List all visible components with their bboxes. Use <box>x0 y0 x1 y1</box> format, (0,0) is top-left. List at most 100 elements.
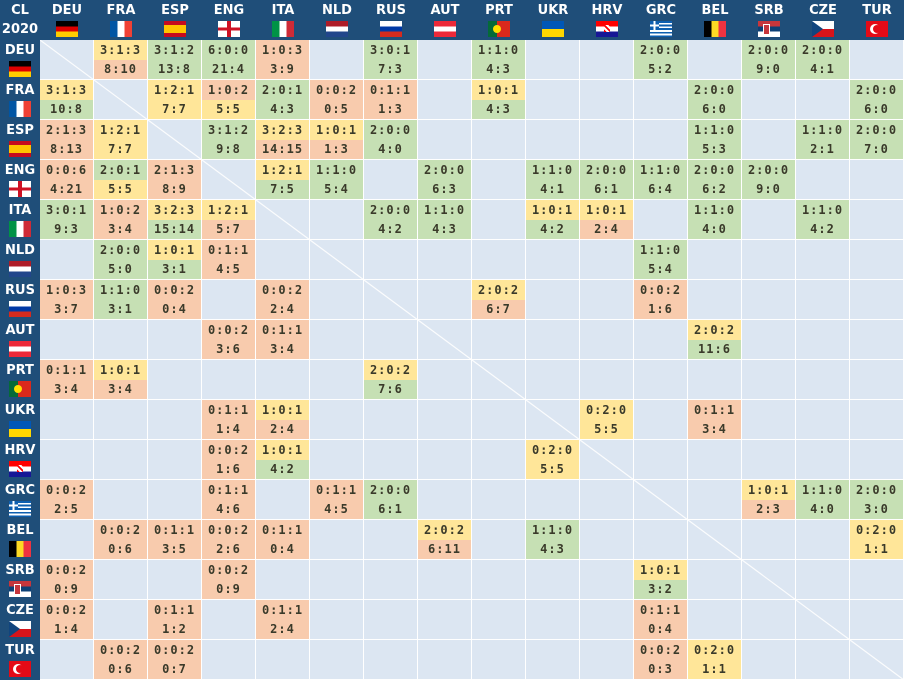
matchup-cell-hrv-deu <box>40 440 94 480</box>
matchup-cell-nld-prt <box>472 240 526 280</box>
matchup-cell-nld-nld <box>310 240 364 280</box>
team-code: CZE <box>809 3 837 18</box>
matchup-cell-hrv-prt <box>472 440 526 480</box>
matchup-cell-deu-esp: 3:1:2 13:8 <box>148 40 202 80</box>
win-draw-loss-record: 3:1:2 <box>202 120 255 140</box>
goal-score: 1:1 <box>688 659 741 679</box>
matchup-cell-nld-ukr <box>526 240 580 280</box>
row-header-grc: GRC <box>0 480 40 520</box>
goal-score: 4:1 <box>796 59 849 79</box>
matchup-cell-prt-cze <box>796 360 850 400</box>
eng-flag-icon <box>9 181 31 197</box>
matchup-cell-prt-ita <box>256 360 310 400</box>
matchup-cell-hrv-cze <box>796 440 850 480</box>
row-header-eng: ENG <box>0 160 40 200</box>
goal-score: 9:0 <box>742 179 795 199</box>
matchup-cell-srb-deu: 0:0:2 0:9 <box>40 560 94 600</box>
matchup-cell-tur-cze <box>796 640 850 680</box>
goal-score: 4:3 <box>256 99 309 119</box>
matchup-cell-rus-hrv <box>580 280 634 320</box>
matchup-cell-nld-rus <box>364 240 418 280</box>
win-draw-loss-record: 2:0:1 <box>94 160 147 180</box>
matchup-cell-deu-ita: 1:0:3 3:9 <box>256 40 310 80</box>
matchup-cell-srb-ukr <box>526 560 580 600</box>
win-draw-loss-record: 1:0:1 <box>472 80 525 100</box>
goal-score: 5:7 <box>202 219 255 239</box>
matchup-cell-ukr-bel: 0:1:1 3:4 <box>688 400 742 440</box>
matchup-cell-prt-tur <box>850 360 904 400</box>
matchup-cell-prt-prt <box>472 360 526 400</box>
matchup-cell-bel-srb <box>742 520 796 560</box>
row-header-esp: ESP <box>0 120 40 160</box>
matchup-cell-esp-nld: 1:0:1 1:3 <box>310 120 364 160</box>
team-code: DEU <box>51 3 83 18</box>
fra-flag-icon <box>9 101 31 117</box>
ukr-flag-icon <box>9 421 31 437</box>
matchup-cell-deu-grc: 2:0:0 5:2 <box>634 40 688 80</box>
matchup-cell-ukr-cze <box>796 400 850 440</box>
deu-flag-icon <box>56 21 78 37</box>
team-code: GRC <box>645 3 677 18</box>
matchup-cell-deu-fra: 3:1:3 8:10 <box>94 40 148 80</box>
matchup-cell-aut-cze <box>796 320 850 360</box>
column-header-hrv: HRV <box>580 0 634 40</box>
win-draw-loss-record: 2:0:0 <box>688 160 741 180</box>
column-header-bel: BEL <box>688 0 742 40</box>
matchup-cell-tur-esp: 0:0:2 0:7 <box>148 640 202 680</box>
matchup-cell-esp-grc <box>634 120 688 160</box>
matchup-cell-cze-aut <box>418 600 472 640</box>
matchup-cell-prt-nld <box>310 360 364 400</box>
srb-flag-icon <box>9 581 31 597</box>
matchup-cell-fra-aut <box>418 80 472 120</box>
matchup-cell-deu-hrv <box>580 40 634 80</box>
matchup-cell-deu-tur <box>850 40 904 80</box>
win-draw-loss-record: 1:0:1 <box>256 400 309 420</box>
matchup-cell-tur-bel: 0:2:0 1:1 <box>688 640 742 680</box>
matchup-cell-grc-aut <box>418 480 472 520</box>
matchup-cell-ukr-ukr <box>526 400 580 440</box>
column-header-ita: ITA <box>256 0 310 40</box>
matchup-cell-ita-fra: 1:0:2 3:4 <box>94 200 148 240</box>
row-header-srb: SRB <box>0 560 40 600</box>
matchup-cell-ukr-aut <box>418 400 472 440</box>
matchup-cell-hrv-bel <box>688 440 742 480</box>
deu-flag-icon <box>9 61 31 77</box>
matchup-cell-bel-prt <box>472 520 526 560</box>
matchup-cell-esp-ita: 3:2:3 14:15 <box>256 120 310 160</box>
win-draw-loss-record: 0:1:1 <box>364 80 417 100</box>
win-draw-loss-record: 0:0:2 <box>202 440 255 460</box>
column-header-esp: ESP <box>148 0 202 40</box>
win-draw-loss-record: 1:1:0 <box>634 160 687 180</box>
matchup-cell-ita-tur <box>850 200 904 240</box>
matchup-cell-ita-nld <box>310 200 364 240</box>
goal-score: 21:4 <box>202 59 255 79</box>
goal-score: 3:0 <box>850 499 903 519</box>
hrv-flag-icon <box>9 461 31 477</box>
win-draw-loss-record: 2:0:0 <box>364 120 417 140</box>
team-code: BEL <box>6 523 34 538</box>
goal-score: 4:0 <box>688 219 741 239</box>
matchup-cell-cze-prt <box>472 600 526 640</box>
matchup-cell-bel-nld <box>310 520 364 560</box>
win-draw-loss-record: 0:1:1 <box>256 320 309 340</box>
goal-score: 3:1 <box>148 259 201 279</box>
win-draw-loss-record: 1:0:1 <box>148 240 201 260</box>
win-draw-loss-record: 1:2:1 <box>256 160 309 180</box>
goal-score: 4:5 <box>202 259 255 279</box>
goal-score: 5:5 <box>202 99 255 119</box>
goal-score: 6:0 <box>688 99 741 119</box>
row-header-hrv: HRV <box>0 440 40 480</box>
matchup-cell-ita-ukr: 1:0:1 4:2 <box>526 200 580 240</box>
team-code: UKR <box>537 3 569 18</box>
matchup-cell-bel-deu <box>40 520 94 560</box>
nld-flag-icon <box>326 21 348 37</box>
matchup-cell-tur-srb <box>742 640 796 680</box>
goal-score: 8:10 <box>94 59 147 79</box>
matchup-cell-srb-esp <box>148 560 202 600</box>
matchup-cell-grc-ukr <box>526 480 580 520</box>
win-draw-loss-record: 1:1:0 <box>796 480 849 500</box>
goal-score: 6:4 <box>634 179 687 199</box>
win-draw-loss-record: 0:0:2 <box>40 480 93 500</box>
matchup-cell-hrv-grc <box>634 440 688 480</box>
